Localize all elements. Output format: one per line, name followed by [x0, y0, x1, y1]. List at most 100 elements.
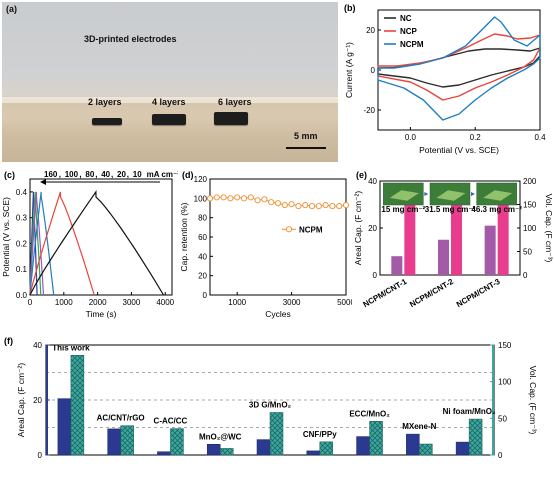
- cv-xtick-label: 0.2: [470, 133, 482, 142]
- gcd-xtick-label: 0: [28, 298, 33, 307]
- loading-inset-arrow: [471, 192, 475, 196]
- gcd-y-axis-label: Potential (V vs. SCE): [1, 197, 11, 277]
- comparison-bar-areal: [406, 433, 420, 456]
- cv-y-axis-label: Current (A g⁻¹): [344, 42, 354, 98]
- electrode-label-4: 4 layers: [152, 97, 186, 107]
- gcd-xtick-label: 2000: [89, 298, 107, 307]
- cycling-point: [247, 194, 254, 201]
- comparison-category-label: Ni foam/MnO₂: [443, 407, 496, 416]
- loading-category-label: NCPM/CNT-2: [408, 277, 455, 310]
- comparison-bar-areal: [256, 439, 271, 456]
- electrode-block-icon: [435, 189, 467, 202]
- comparison-category-label: This work: [52, 343, 90, 352]
- comparison-ytick-right-label: 0: [498, 451, 503, 460]
- comparison-bar-volumetric: [369, 421, 383, 456]
- cycling-point: [295, 203, 302, 210]
- cycling-point: [274, 200, 282, 207]
- comparison-bar-volumetric: [170, 428, 184, 456]
- comparison-bar-volumetric: [269, 412, 284, 456]
- loading-ytick-right-label: 100: [523, 224, 537, 233]
- gcd-series-20-mA: [29, 191, 95, 296]
- comparison-bar-volumetric: [70, 355, 85, 456]
- cv-legend-entry: NC: [400, 14, 412, 23]
- comparison-right-axis: [492, 345, 494, 455]
- gcd-ytick-label: 0.1: [16, 265, 28, 274]
- comparison-bar-chart: (f) 0 20 40 0 50 100 150 Areal Cap. (F cm⁻²) Vol.…: [4, 336, 538, 460]
- comparison-bar-areal: [306, 450, 321, 456]
- panel-a-photo: (a) 3D-printed electrodes 2 layers 4 lay…: [0, 0, 340, 165]
- electrode-label-2: 2 layers: [88, 97, 122, 107]
- cv-ytick-label: 0: [371, 66, 376, 75]
- cycling-ytick-label: 100: [194, 194, 208, 203]
- gcd-legend-unit: mA cm⁻²: [147, 170, 178, 179]
- gcd-series-80-mA: [29, 191, 45, 296]
- cycling-point: [227, 195, 234, 202]
- cycling-xtick-label: 1000: [228, 298, 246, 307]
- gcd-legend-value: 80: [85, 170, 94, 179]
- comparison-category-label: MXene-N: [402, 422, 436, 431]
- loading-bar-areal: [484, 225, 496, 275]
- electrode-6-layers: [214, 112, 248, 125]
- loading-ytick-right-label: 50: [523, 248, 532, 257]
- panel-d-label: (d): [182, 170, 194, 180]
- cycling-point: [206, 195, 214, 202]
- comparison-category-label: MnO₂@WC: [199, 432, 242, 441]
- gcd-legend-value: 10: [133, 170, 142, 179]
- gcd-ytick-label: 0.3: [16, 214, 28, 223]
- comparison-bar-areal: [57, 398, 72, 456]
- gcd-series-160-mA: [29, 191, 38, 296]
- comparison-category-label: AC/CNT/rGO: [97, 414, 145, 423]
- gcd-ytick-label: 0.0: [16, 291, 28, 300]
- electrode-2-layers: [92, 118, 122, 125]
- cycling-ytick-label: 60: [198, 233, 207, 242]
- comparison-bar-volumetric: [319, 441, 334, 456]
- cycling-point: [315, 203, 322, 210]
- cycling-point: [281, 202, 288, 209]
- cycling-point: [342, 202, 350, 209]
- comparison-ytick-right-label: 50: [498, 414, 507, 423]
- loading-inset-arrow: [424, 192, 429, 196]
- cycling-ytick-label: 20: [198, 272, 207, 281]
- cycling-point: [234, 194, 241, 201]
- loading-ytick-right-label: 200: [523, 177, 537, 186]
- gcd-legend-comma: ,: [59, 170, 61, 179]
- gcd-ytick-label: 0.2: [16, 239, 28, 248]
- cycling-point: [336, 203, 343, 210]
- gcd-legend-comma: ,: [111, 170, 113, 179]
- panel-e-label: (e): [356, 170, 367, 180]
- loading-ytick-right-label: 150: [523, 201, 537, 210]
- cv-xtick-label: 0.4: [534, 133, 546, 142]
- comparison-ytick-left-label: 0: [38, 451, 43, 460]
- comparison-bar-volumetric: [419, 443, 433, 456]
- loading-inset-label: 46.3 mg cm⁻²: [471, 205, 522, 214]
- panel-f-label: (f): [4, 336, 13, 346]
- cycling-point: [261, 196, 268, 203]
- comparison-bar-volumetric: [219, 448, 234, 456]
- gcd-legend-comma: ,: [95, 170, 97, 179]
- loading-bar-volumetric: [404, 189, 416, 275]
- comparison-y-axis-right-label: Vol. Cap. (F cm⁻³): [528, 366, 538, 435]
- photo-shelf-edge: [2, 97, 338, 103]
- comparison-bar-areal: [157, 451, 171, 456]
- cycling-point: [220, 194, 227, 201]
- panel-b-label: (b): [344, 3, 356, 13]
- cycling-point: [302, 202, 309, 209]
- cycling-ytick-label: 120: [194, 175, 208, 184]
- gcd-xtick-label: 1000: [55, 298, 73, 307]
- gcd-plot-frame: [29, 178, 173, 296]
- loading-category-label: NCPM/CNT-3: [455, 277, 502, 310]
- comparison-category-label: 3D G/MnO₂: [249, 400, 292, 409]
- photo-background: [2, 2, 338, 162]
- loading-bar-areal: [438, 239, 449, 275]
- cycling-point: [240, 195, 248, 202]
- cv-chart: (b) 0.0 0.2 0.4 -20 0 20 Potential (V vs. SCE) C…: [344, 3, 546, 155]
- electrode-block-icon: [388, 189, 420, 202]
- comparison-bar-volumetric: [468, 418, 483, 456]
- comparison-category-label: CNF/PPy: [303, 430, 337, 439]
- gcd-legend-value: 100: [65, 170, 79, 179]
- panel-f: (f) 0 20 40 0 50 100 150 Areal Cap. (F cm⁻²) Vol.…: [0, 333, 554, 495]
- gcd-series-40-mA: [29, 191, 55, 296]
- comparison-ytick-right-label: 100: [498, 378, 512, 387]
- panel-e: (e) 0 20 40 0 50 100 150 200 Areal Cap. (F cm⁻²) V…: [352, 167, 554, 332]
